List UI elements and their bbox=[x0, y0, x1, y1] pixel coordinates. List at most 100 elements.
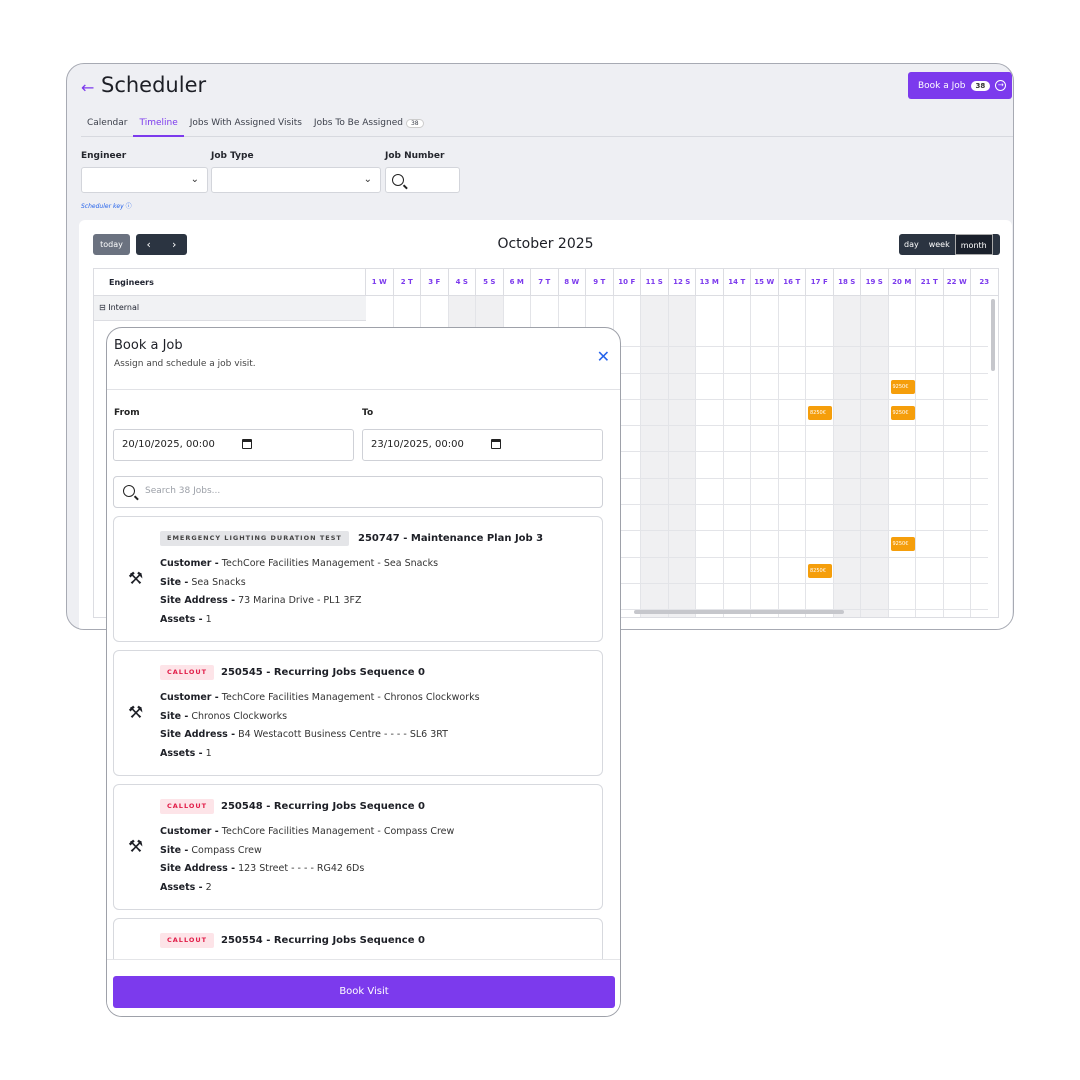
book-a-job-button[interactable]: Book a Job 38 → bbox=[908, 72, 1012, 99]
next-icon[interactable]: › bbox=[172, 238, 177, 251]
engineer-row[interactable] bbox=[366, 400, 988, 427]
close-icon[interactable]: ✕ bbox=[596, 347, 610, 366]
page-title: Scheduler bbox=[101, 73, 207, 97]
address-label: Site Address - bbox=[160, 595, 236, 606]
tab-bar: Calendar Timeline Jobs With Assigned Vis… bbox=[81, 114, 1013, 137]
engineer-row[interactable] bbox=[366, 558, 988, 584]
day-column[interactable] bbox=[614, 296, 641, 617]
job-event[interactable]: 8250€ bbox=[808, 405, 832, 420]
day-column[interactable] bbox=[833, 296, 861, 617]
tab-jobs-to-be-assigned-label: Jobs To Be Assigned bbox=[313, 118, 403, 128]
horizontal-scrollbar[interactable] bbox=[634, 610, 844, 614]
today-button[interactable]: today bbox=[93, 234, 130, 255]
engineer-row[interactable] bbox=[366, 531, 988, 558]
day-column[interactable] bbox=[668, 296, 696, 617]
view-week-button[interactable]: week bbox=[928, 240, 950, 249]
day-column[interactable] bbox=[751, 296, 779, 617]
job-title: 250545 - Recurring Jobs Sequence 0 bbox=[221, 667, 425, 678]
tab-count-badge: 38 bbox=[405, 119, 424, 128]
site-label: Site - bbox=[160, 577, 189, 588]
engineer-row[interactable] bbox=[366, 584, 988, 611]
engineer-row[interactable] bbox=[366, 374, 988, 400]
engineer-row[interactable] bbox=[366, 479, 988, 506]
job-event[interactable]: 9250€ bbox=[890, 405, 915, 420]
site-label: Site - bbox=[160, 845, 189, 856]
view-day-button[interactable]: day bbox=[904, 240, 919, 249]
from-date-input[interactable]: 20/10/2025, 00:00 bbox=[113, 429, 354, 461]
day-column[interactable] bbox=[889, 296, 916, 617]
job-type-select[interactable]: ⌄ bbox=[211, 167, 381, 193]
day-column[interactable] bbox=[861, 296, 889, 617]
job-title: 250747 - Maintenance Plan Job 3 bbox=[358, 533, 544, 544]
day-header: 22 W bbox=[944, 269, 971, 296]
day-column[interactable] bbox=[806, 296, 834, 617]
job-card[interactable]: CALLOUT 250545 - Recurring Jobs Sequence… bbox=[113, 650, 603, 776]
arrow-left-icon[interactable]: ← bbox=[81, 78, 95, 97]
assets-value: 1 bbox=[205, 748, 212, 759]
tools-icon: ⚒ bbox=[128, 837, 144, 857]
job-event[interactable]: 8250€ bbox=[808, 563, 832, 578]
modal-title: Book a Job bbox=[114, 338, 183, 353]
calendar-icon[interactable] bbox=[491, 439, 501, 449]
address-value: 123 Street - - - - RG42 6Ds bbox=[238, 863, 365, 874]
day-column[interactable] bbox=[971, 296, 998, 617]
job-type-tag: EMERGENCY LIGHTING DURATION TEST bbox=[160, 531, 349, 546]
chevron-down-icon: ⌄ bbox=[190, 174, 199, 185]
arrow-circle-right-icon: → bbox=[995, 80, 1007, 91]
to-date-input[interactable]: 23/10/2025, 00:00 bbox=[362, 429, 603, 461]
tab-calendar[interactable]: Calendar bbox=[87, 118, 128, 128]
job-number-label: Job Number bbox=[385, 151, 445, 161]
engineer-row[interactable] bbox=[366, 321, 988, 348]
address-value: B4 Westacott Business Centre - - - - SL6… bbox=[238, 729, 448, 740]
site-label: Site - bbox=[160, 711, 189, 722]
day-header: 12 S bbox=[669, 269, 696, 296]
tab-jobs-with-assigned-visits[interactable]: Jobs With Assigned Visits bbox=[189, 118, 302, 128]
assets-label: Assets - bbox=[160, 882, 203, 893]
day-header: 1 W bbox=[366, 269, 394, 296]
engineer-select[interactable]: ⌄ bbox=[81, 167, 208, 193]
job-event[interactable]: 9250€ bbox=[890, 379, 915, 394]
job-address: Site Address - 123 Street - - - - RG42 6… bbox=[160, 863, 364, 874]
job-site: Site - Compass Crew bbox=[160, 845, 262, 856]
engineer-row[interactable] bbox=[366, 505, 988, 532]
from-label: From bbox=[114, 408, 140, 418]
day-header: 23 bbox=[971, 269, 998, 296]
scheduler-key-link[interactable]: Scheduler key ⓘ bbox=[81, 201, 132, 210]
tab-timeline[interactable]: Timeline bbox=[133, 114, 184, 137]
engineer-row[interactable] bbox=[366, 426, 988, 453]
job-number-input[interactable] bbox=[385, 167, 460, 193]
customer-label: Customer - bbox=[160, 692, 219, 703]
job-search-input[interactable]: Search 38 Jobs... bbox=[113, 476, 603, 508]
job-card[interactable]: CALLOUT 250548 - Recurring Jobs Sequence… bbox=[113, 784, 603, 910]
day-header: 16 T bbox=[779, 269, 806, 296]
engineers-header: Engineers bbox=[94, 269, 366, 296]
vertical-scrollbar[interactable] bbox=[991, 299, 995, 371]
day-column[interactable] bbox=[696, 296, 724, 617]
day-column[interactable] bbox=[916, 296, 944, 617]
day-header: 13 M bbox=[696, 269, 724, 296]
view-month-button[interactable]: month bbox=[954, 234, 993, 255]
day-column[interactable] bbox=[944, 296, 971, 617]
job-assets: Assets - 2 bbox=[160, 882, 212, 893]
job-event[interactable]: 9250€ bbox=[890, 537, 915, 552]
day-column[interactable] bbox=[724, 296, 751, 617]
day-header: 7 T bbox=[531, 269, 559, 296]
engineer-row[interactable] bbox=[366, 452, 988, 479]
calendar-icon[interactable] bbox=[242, 439, 252, 449]
customer-value: TechCore Facilities Management - Compass… bbox=[221, 826, 455, 837]
job-type-tag: CALLOUT bbox=[160, 665, 215, 680]
day-column[interactable] bbox=[779, 296, 806, 617]
customer-value: TechCore Facilities Management - Sea Sna… bbox=[221, 558, 439, 569]
job-customer: Customer - TechCore Facilities Managemen… bbox=[160, 826, 454, 837]
group-internal[interactable]: ⊟ Internal bbox=[94, 296, 366, 321]
engineer-row[interactable] bbox=[366, 347, 988, 374]
prev-icon[interactable]: ‹ bbox=[146, 238, 151, 251]
day-column[interactable] bbox=[641, 296, 669, 617]
customer-value: TechCore Facilities Management - Chronos… bbox=[221, 692, 480, 703]
tab-jobs-to-be-assigned[interactable]: Jobs To Be Assigned 38 bbox=[308, 114, 430, 137]
assets-value: 1 bbox=[205, 614, 212, 625]
book-visit-button[interactable]: Book Visit bbox=[113, 976, 615, 1008]
site-value: Compass Crew bbox=[191, 845, 262, 856]
job-card[interactable]: EMERGENCY LIGHTING DURATION TEST 250747 … bbox=[113, 516, 603, 642]
day-header: 6 M bbox=[504, 269, 531, 296]
